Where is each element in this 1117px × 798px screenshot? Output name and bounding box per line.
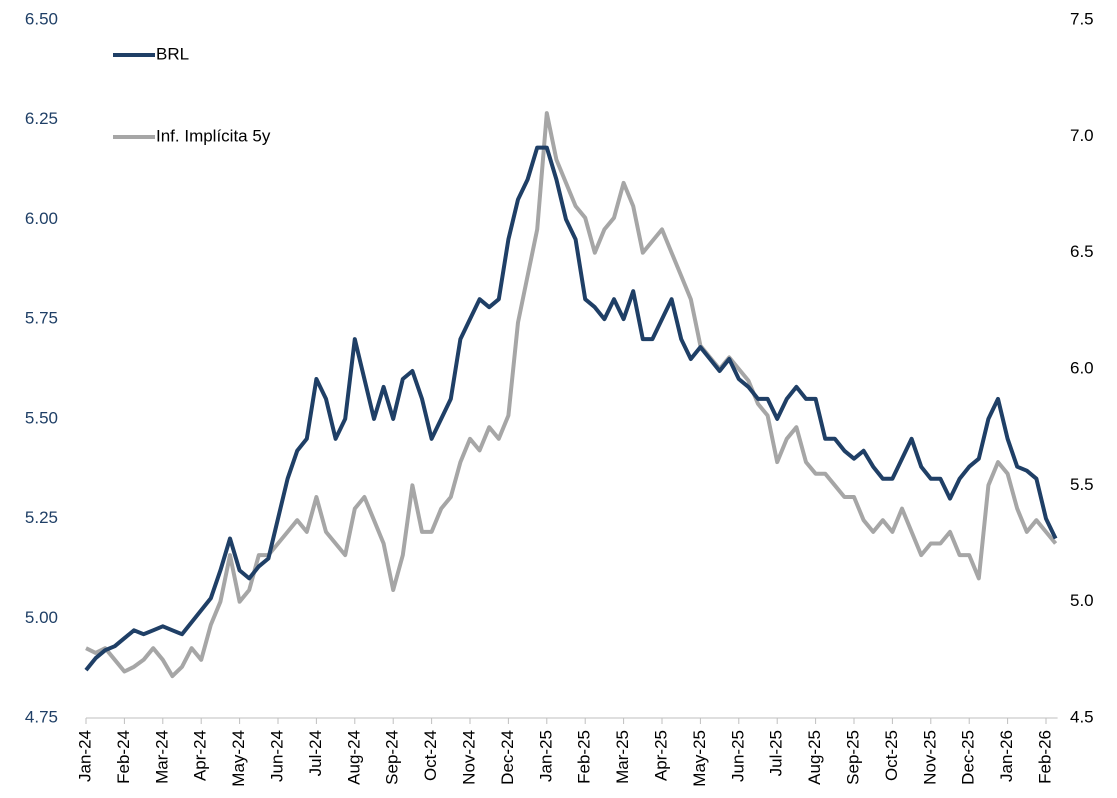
x-tick-label: Oct-25 [882, 730, 901, 781]
x-tick-label: Mar-24 [152, 730, 171, 784]
y2-tick-label: 5.0 [1070, 591, 1094, 610]
y-tick-label: 6.25 [25, 109, 58, 128]
x-tick-label: Jun-24 [267, 730, 286, 782]
y-tick-label: 5.50 [25, 408, 58, 427]
x-tick-label: Nov-24 [459, 730, 478, 785]
y2-tick-label: 5.5 [1070, 475, 1094, 494]
series-line [85, 111, 1058, 679]
x-tick-label: Feb-25 [575, 730, 594, 784]
legend-label: Inf. Implícita 5y [156, 126, 271, 145]
x-tick-label: Feb-26 [1035, 730, 1054, 784]
x-tick-label: Oct-24 [421, 730, 440, 781]
y-tick-label: 6.00 [25, 209, 58, 228]
x-tick-label: Sep-24 [383, 730, 402, 785]
x-tick-label: Aug-24 [344, 730, 363, 785]
y-tick-label: 5.00 [25, 608, 58, 627]
y2-tick-label: 7.5 [1070, 9, 1094, 28]
y-tick-label: 5.75 [25, 309, 58, 328]
x-tick-label: Sep-25 [843, 730, 862, 785]
x-tick-label: May-24 [229, 730, 248, 787]
y-tick-label: 6.50 [25, 9, 58, 28]
x-tick-label: Mar-25 [613, 730, 632, 784]
x-tick-label: Dec-24 [498, 730, 517, 785]
y2-tick-label: 6.0 [1070, 358, 1094, 377]
x-tick-label: Apr-24 [191, 730, 210, 781]
x-tick-label: Jan-24 [75, 730, 94, 782]
y-tick-label: 4.75 [25, 707, 58, 726]
x-tick-label: Feb-24 [114, 730, 133, 784]
y-tick-label: 5.25 [25, 508, 58, 527]
x-tick-label: Jul-25 [767, 730, 786, 776]
x-tick-label: May-25 [690, 730, 709, 787]
x-tick-label: Jan-26 [997, 730, 1016, 782]
y2-tick-label: 7.0 [1070, 126, 1094, 145]
y2-tick-label: 4.5 [1070, 707, 1094, 726]
x-tick-label: Nov-25 [920, 730, 939, 785]
legend-label: BRL [156, 44, 189, 63]
x-tick-label: Jan-25 [536, 730, 555, 782]
x-tick-label: Aug-25 [805, 730, 824, 785]
x-tick-label: Jul-24 [306, 730, 325, 776]
x-tick-label: Dec-25 [959, 730, 978, 785]
y2-tick-label: 6.5 [1070, 242, 1094, 261]
series-line [84, 145, 1058, 672]
x-tick-label: Jun-25 [728, 730, 747, 782]
x-tick-label: Apr-25 [651, 730, 670, 781]
